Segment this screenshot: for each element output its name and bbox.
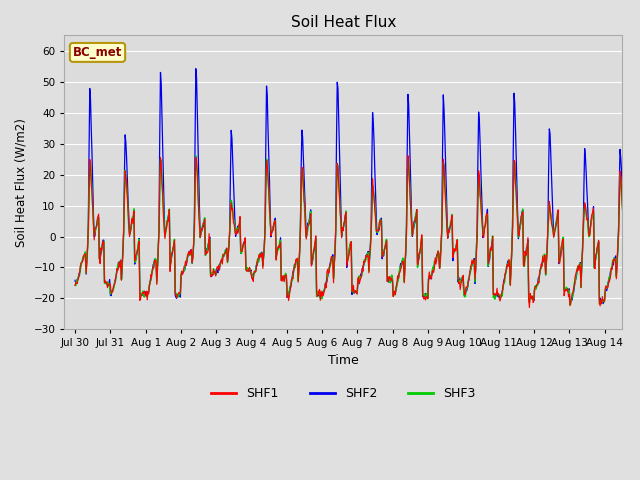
X-axis label: Time: Time <box>328 354 359 367</box>
Text: BC_met: BC_met <box>73 46 122 59</box>
Legend: SHF1, SHF2, SHF3: SHF1, SHF2, SHF3 <box>206 383 481 406</box>
Y-axis label: Soil Heat Flux (W/m2): Soil Heat Flux (W/m2) <box>15 118 28 247</box>
Title: Soil Heat Flux: Soil Heat Flux <box>291 15 396 30</box>
